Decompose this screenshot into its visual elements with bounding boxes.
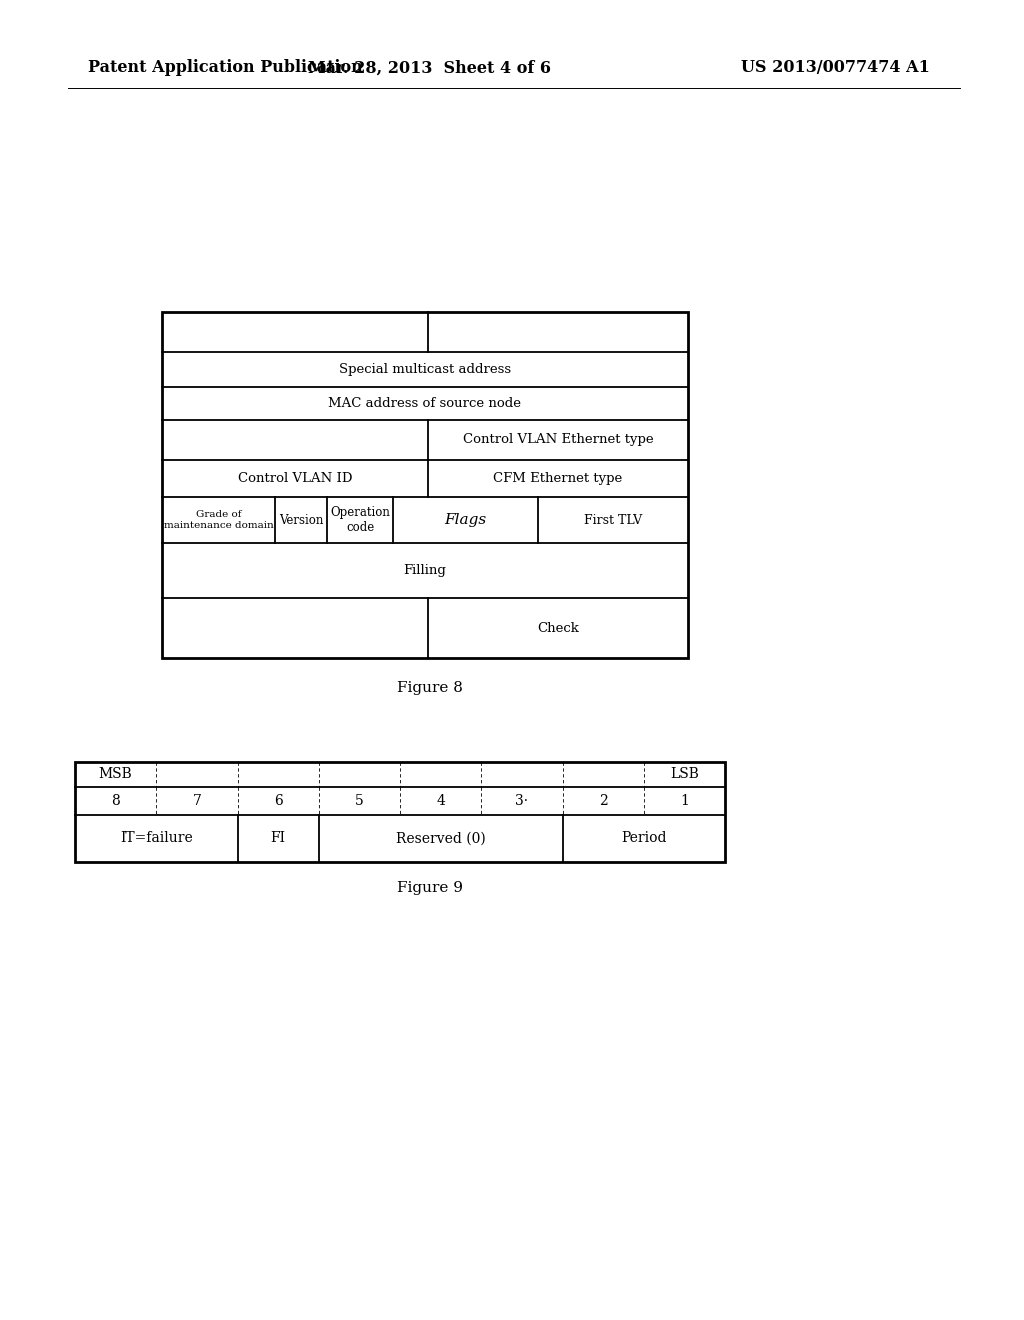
- Text: 8: 8: [112, 795, 120, 808]
- Text: Special multicast address: Special multicast address: [339, 363, 511, 376]
- Text: Version: Version: [279, 513, 323, 527]
- Text: MAC address of source node: MAC address of source node: [329, 397, 521, 411]
- Text: Control VLAN Ethernet type: Control VLAN Ethernet type: [463, 433, 653, 446]
- Text: Control VLAN ID: Control VLAN ID: [238, 473, 352, 484]
- Text: CFM Ethernet type: CFM Ethernet type: [494, 473, 623, 484]
- Bar: [162, 312, 688, 657]
- Text: MSB: MSB: [98, 767, 132, 781]
- Text: 5: 5: [355, 795, 364, 808]
- Text: 1: 1: [680, 795, 689, 808]
- Text: Figure 8: Figure 8: [397, 681, 463, 696]
- Text: Mar. 28, 2013  Sheet 4 of 6: Mar. 28, 2013 Sheet 4 of 6: [308, 59, 552, 77]
- Text: Figure 9: Figure 9: [397, 880, 463, 895]
- Text: FI: FI: [270, 832, 286, 846]
- Text: US 2013/0077474 A1: US 2013/0077474 A1: [741, 59, 930, 77]
- Text: Period: Period: [621, 832, 667, 846]
- Text: 7: 7: [193, 795, 202, 808]
- Text: Flags: Flags: [444, 513, 486, 527]
- Text: 2: 2: [599, 795, 607, 808]
- Text: 3·: 3·: [515, 795, 528, 808]
- Text: Reserved (0): Reserved (0): [395, 832, 485, 846]
- Text: Operation
code: Operation code: [330, 506, 390, 535]
- Text: First TLV: First TLV: [584, 513, 642, 527]
- Text: IT=failure: IT=failure: [120, 832, 193, 846]
- Text: Filling: Filling: [403, 564, 446, 577]
- Text: Check: Check: [537, 622, 579, 635]
- Bar: [75, 762, 725, 862]
- Text: 6: 6: [273, 795, 283, 808]
- Text: LSB: LSB: [670, 767, 698, 781]
- Text: Grade of
maintenance domain: Grade of maintenance domain: [164, 511, 273, 529]
- Text: 4: 4: [436, 795, 445, 808]
- Text: Patent Application Publication: Patent Application Publication: [88, 59, 362, 77]
